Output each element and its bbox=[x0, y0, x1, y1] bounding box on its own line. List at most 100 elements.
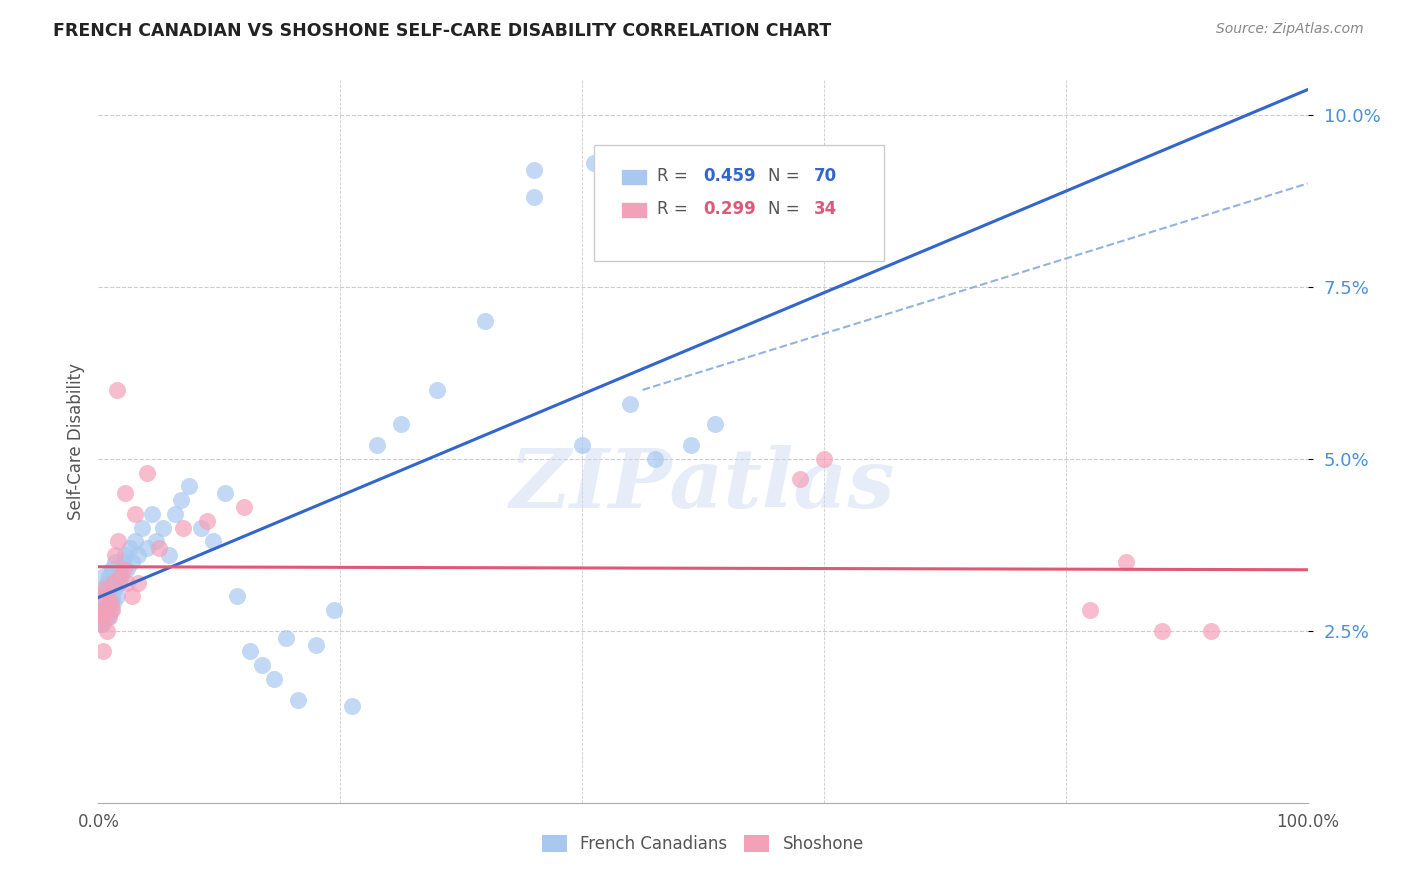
Point bbox=[789, 472, 811, 486]
Text: Source: ZipAtlas.com: Source: ZipAtlas.com bbox=[1216, 22, 1364, 37]
Point bbox=[98, 596, 121, 610]
Text: 0.459: 0.459 bbox=[703, 168, 755, 186]
Point bbox=[97, 610, 120, 624]
Point bbox=[619, 397, 641, 411]
Point bbox=[179, 479, 201, 493]
Point bbox=[98, 610, 121, 624]
FancyBboxPatch shape bbox=[595, 145, 884, 260]
Point bbox=[813, 451, 835, 466]
Point bbox=[214, 486, 236, 500]
Point bbox=[679, 438, 702, 452]
Point bbox=[124, 534, 146, 549]
Point bbox=[94, 610, 117, 624]
Point bbox=[100, 603, 122, 617]
Point bbox=[523, 190, 546, 204]
Point bbox=[117, 562, 139, 576]
Point bbox=[145, 534, 167, 549]
Point bbox=[127, 548, 149, 562]
Point bbox=[366, 438, 388, 452]
Point bbox=[108, 575, 131, 590]
Point bbox=[121, 590, 143, 604]
Point bbox=[90, 616, 112, 631]
Point bbox=[389, 417, 412, 432]
Point bbox=[474, 314, 496, 328]
Point bbox=[342, 699, 364, 714]
Point bbox=[105, 590, 128, 604]
Point bbox=[91, 610, 114, 624]
Point bbox=[91, 582, 114, 597]
Point bbox=[287, 692, 309, 706]
Point bbox=[118, 541, 141, 556]
Point bbox=[91, 610, 114, 624]
Point bbox=[108, 568, 131, 582]
Text: N =: N = bbox=[768, 200, 806, 218]
Text: FRENCH CANADIAN VS SHOSHONE SELF-CARE DISABILITY CORRELATION CHART: FRENCH CANADIAN VS SHOSHONE SELF-CARE DI… bbox=[53, 22, 832, 40]
Point bbox=[239, 644, 262, 658]
Point bbox=[97, 590, 120, 604]
Text: R =: R = bbox=[657, 200, 693, 218]
Point bbox=[97, 590, 120, 604]
Point bbox=[104, 555, 127, 569]
Point bbox=[104, 548, 127, 562]
Point bbox=[523, 162, 546, 177]
Point bbox=[101, 575, 124, 590]
Point bbox=[108, 562, 131, 576]
Point bbox=[172, 520, 194, 534]
Bar bbox=[621, 169, 647, 185]
Point bbox=[1078, 603, 1101, 617]
Point bbox=[91, 644, 114, 658]
Y-axis label: Self-Care Disability: Self-Care Disability bbox=[66, 363, 84, 520]
Point bbox=[704, 417, 727, 432]
Point bbox=[100, 596, 122, 610]
Point bbox=[100, 603, 122, 617]
Point bbox=[226, 590, 249, 604]
Text: ZIPatlas: ZIPatlas bbox=[510, 445, 896, 524]
Point bbox=[107, 534, 129, 549]
Point bbox=[127, 575, 149, 590]
Point bbox=[131, 520, 153, 534]
Point bbox=[112, 562, 135, 576]
Point bbox=[195, 514, 218, 528]
Point bbox=[323, 603, 346, 617]
Point bbox=[135, 541, 157, 556]
Point bbox=[190, 520, 212, 534]
Point bbox=[94, 582, 117, 597]
Point bbox=[141, 507, 163, 521]
Point bbox=[250, 658, 273, 673]
Point bbox=[163, 507, 186, 521]
Point bbox=[101, 596, 124, 610]
Point bbox=[93, 603, 115, 617]
Point bbox=[94, 603, 117, 617]
Point bbox=[98, 568, 121, 582]
Point bbox=[1199, 624, 1222, 638]
Point bbox=[91, 590, 114, 604]
Point bbox=[124, 507, 146, 521]
Point bbox=[202, 534, 225, 549]
Point bbox=[583, 156, 606, 170]
Bar bbox=[621, 202, 647, 218]
Point bbox=[93, 568, 115, 582]
Point bbox=[1115, 555, 1137, 569]
Point bbox=[274, 631, 297, 645]
Legend: French Canadians, Shoshone: French Canadians, Shoshone bbox=[536, 828, 870, 860]
Point bbox=[101, 575, 124, 590]
Point bbox=[96, 603, 118, 617]
Text: 34: 34 bbox=[814, 200, 838, 218]
Point bbox=[114, 486, 136, 500]
Point bbox=[169, 493, 191, 508]
Point bbox=[157, 548, 180, 562]
Text: R =: R = bbox=[657, 168, 693, 186]
Text: 0.299: 0.299 bbox=[703, 200, 756, 218]
Point bbox=[1152, 624, 1174, 638]
Point bbox=[103, 582, 125, 597]
Point bbox=[100, 590, 122, 604]
Point bbox=[89, 603, 111, 617]
Point bbox=[644, 451, 666, 466]
Point bbox=[152, 520, 174, 534]
Point bbox=[110, 568, 132, 582]
Point bbox=[426, 383, 449, 397]
Point bbox=[93, 582, 115, 597]
Text: 70: 70 bbox=[814, 168, 838, 186]
Point bbox=[232, 500, 254, 514]
Point bbox=[135, 466, 157, 480]
